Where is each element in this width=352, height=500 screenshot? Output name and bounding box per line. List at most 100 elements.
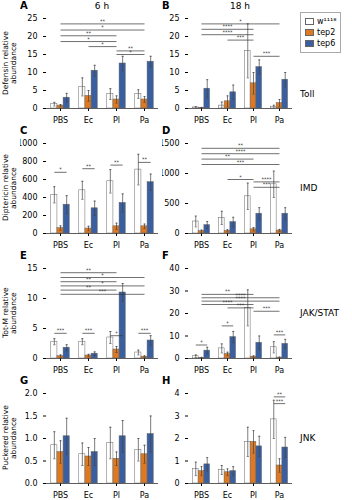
svg-text:*: * — [59, 166, 62, 172]
svg-text:1.0: 1.0 — [25, 434, 38, 443]
svg-text:**: ** — [114, 159, 120, 165]
svg-text:*: * — [200, 339, 203, 345]
svg-text:Ec: Ec — [84, 366, 93, 374]
svg-text:*: * — [226, 320, 229, 326]
svg-text:0: 0 — [174, 104, 179, 113]
svg-text:1000: 1000 — [20, 139, 38, 148]
svg-text:Ec: Ec — [84, 241, 93, 249]
svg-text:*: * — [239, 18, 242, 24]
svg-text:Pa: Pa — [275, 116, 284, 124]
svg-text:25: 25 — [27, 14, 37, 23]
svg-text:***: *** — [141, 327, 149, 333]
svg-text:Pl: Pl — [250, 241, 257, 249]
svg-text:***: *** — [237, 159, 245, 165]
svg-text:1000: 1000 — [162, 169, 180, 178]
svg-text:PBS: PBS — [194, 241, 209, 249]
svg-text:10: 10 — [27, 68, 37, 77]
svg-text:PBS: PBS — [53, 116, 68, 124]
svg-text:**: ** — [86, 276, 92, 282]
svg-text:**: ** — [225, 288, 231, 294]
svg-text:4: 4 — [174, 389, 179, 398]
svg-text:20: 20 — [169, 309, 179, 318]
svg-text:*: * — [101, 41, 104, 47]
svg-text:PBS: PBS — [194, 366, 209, 374]
svg-text:Pa: Pa — [140, 241, 149, 249]
svg-text:15: 15 — [169, 50, 179, 59]
svg-text:20: 20 — [169, 32, 179, 41]
svg-text:**: ** — [225, 153, 231, 159]
svg-text:200: 200 — [22, 211, 37, 220]
svg-text:***: *** — [263, 305, 271, 311]
svg-text:0: 0 — [174, 479, 179, 488]
svg-text:Pa: Pa — [140, 366, 149, 374]
svg-text:3: 3 — [174, 412, 179, 421]
svg-text:Ec: Ec — [223, 366, 232, 374]
svg-text:0.0: 0.0 — [25, 479, 38, 488]
svg-text:30: 30 — [169, 287, 179, 296]
svg-text:0: 0 — [174, 354, 179, 363]
svg-text:2.0: 2.0 — [25, 389, 38, 398]
svg-text:**: ** — [86, 163, 92, 169]
svg-text:***: *** — [263, 50, 271, 56]
svg-text:Pa: Pa — [275, 241, 284, 249]
svg-text:PBS: PBS — [53, 491, 68, 499]
svg-text:PBS: PBS — [194, 116, 209, 124]
svg-text:****: **** — [223, 299, 234, 305]
svg-text:Pa: Pa — [140, 116, 149, 124]
svg-text:*: * — [87, 36, 90, 42]
svg-text:Pl: Pl — [113, 241, 120, 249]
svg-text:**: ** — [86, 284, 92, 290]
svg-text:**: ** — [86, 267, 92, 273]
svg-text:*: * — [101, 272, 104, 278]
svg-text:800: 800 — [22, 157, 37, 166]
svg-text:Ec: Ec — [223, 491, 232, 499]
svg-text:Ec: Ec — [223, 241, 232, 249]
svg-text:****: **** — [223, 29, 234, 35]
svg-text:15: 15 — [27, 50, 37, 59]
svg-text:Pl: Pl — [250, 491, 257, 499]
svg-text:0: 0 — [174, 229, 179, 238]
svg-text:**: ** — [100, 18, 106, 24]
svg-text:5: 5 — [174, 86, 179, 95]
svg-text:*: * — [129, 49, 132, 55]
svg-text:**: ** — [142, 156, 148, 162]
svg-text:Pa: Pa — [275, 366, 284, 374]
svg-text:****: **** — [236, 295, 247, 301]
svg-text:Ec: Ec — [84, 116, 93, 124]
svg-text:***: *** — [85, 327, 93, 333]
svg-text:40: 40 — [169, 264, 179, 273]
svg-text:0: 0 — [32, 104, 37, 113]
svg-text:Ec: Ec — [84, 491, 93, 499]
svg-text:25: 25 — [169, 14, 179, 23]
svg-text:Pa: Pa — [275, 491, 284, 499]
svg-text:***: *** — [237, 34, 245, 40]
svg-text:0: 0 — [32, 229, 37, 238]
svg-text:***: *** — [57, 327, 65, 333]
svg-text:***: *** — [237, 302, 245, 308]
svg-text:10: 10 — [169, 68, 179, 77]
svg-text:5: 5 — [32, 324, 37, 333]
svg-text:***: *** — [99, 288, 107, 294]
svg-text:Pa: Pa — [140, 491, 149, 499]
svg-text:PBS: PBS — [194, 491, 209, 499]
svg-text:*: * — [101, 280, 104, 286]
svg-text:600: 600 — [22, 175, 37, 184]
svg-text:*: * — [115, 330, 118, 336]
svg-text:1500: 1500 — [162, 139, 180, 148]
svg-text:1.5: 1.5 — [25, 412, 38, 421]
svg-text:****: **** — [236, 148, 247, 154]
svg-text:400: 400 — [22, 193, 37, 202]
svg-text:0.5: 0.5 — [25, 457, 38, 466]
svg-text:Pl: Pl — [113, 366, 120, 374]
svg-text:15: 15 — [27, 264, 37, 273]
svg-text:*: * — [101, 24, 104, 30]
svg-text:**: ** — [277, 391, 283, 397]
svg-text:0: 0 — [32, 354, 37, 363]
svg-text:Pl: Pl — [250, 366, 257, 374]
svg-text:5: 5 — [32, 86, 37, 95]
svg-text:PBS: PBS — [53, 366, 68, 374]
svg-text:1: 1 — [174, 457, 179, 466]
svg-text:10: 10 — [27, 294, 37, 303]
svg-text:***: *** — [263, 181, 271, 187]
svg-text:***: *** — [276, 329, 284, 335]
